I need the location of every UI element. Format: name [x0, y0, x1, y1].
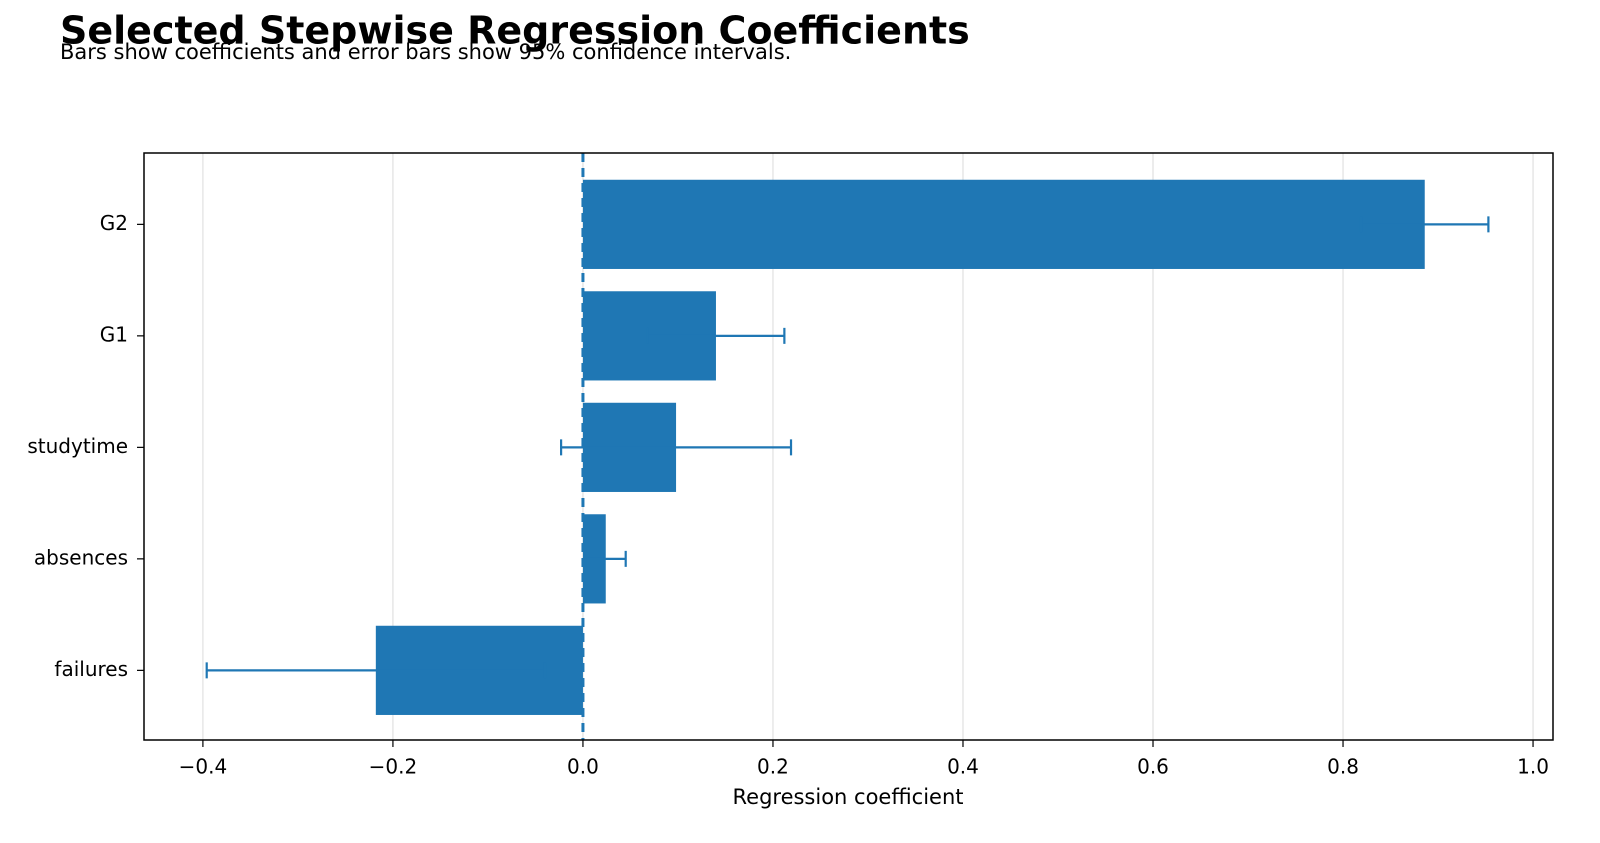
plot-frame: [143, 152, 1554, 741]
error-bar: [646, 327, 786, 344]
error-bar: [1359, 216, 1490, 233]
chart-title: Selected Stepwise Regression Coefficient…: [60, 9, 970, 53]
y-tick-label: failures: [54, 657, 128, 681]
bar: [582, 179, 1425, 269]
y-tick-label: G1: [100, 322, 128, 346]
y-tick-label: G2: [100, 211, 128, 235]
chart-subtitle: Bars show coefficients and error bars sh…: [60, 40, 791, 64]
error-bar: [584, 550, 627, 567]
x-axis-label: Regression coefficient: [733, 785, 964, 809]
x-tick-label: 1.0: [1517, 755, 1549, 779]
x-tick-label: −0.4: [179, 755, 228, 779]
x-tick-label: 0.4: [947, 755, 979, 779]
x-tick-label: 0.0: [567, 755, 599, 779]
x-tick-label: 0.8: [1327, 755, 1359, 779]
error-bar: [559, 439, 793, 456]
y-tick-label: absences: [34, 545, 128, 569]
x-tick-label: 0.6: [1137, 755, 1169, 779]
x-tick-label: 0.2: [757, 755, 789, 779]
error-bar: [205, 662, 547, 679]
y-tick-label: studytime: [27, 434, 128, 458]
x-tick-label: −0.2: [369, 755, 418, 779]
